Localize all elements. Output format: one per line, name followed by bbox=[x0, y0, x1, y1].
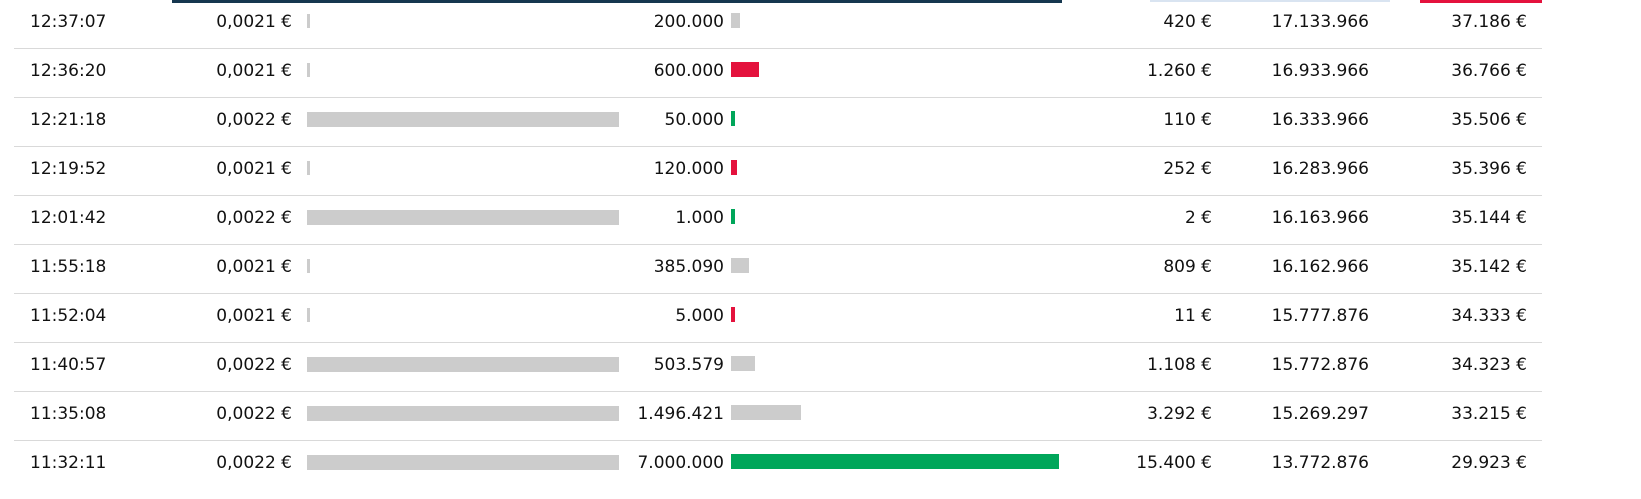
trade-time: 12:37:07 bbox=[30, 12, 107, 32]
trade-volume: 385.090 bbox=[653, 257, 724, 277]
trade-volume: 503.579 bbox=[653, 355, 724, 375]
price-bar bbox=[307, 357, 619, 372]
header-accent-line-red bbox=[1420, 0, 1542, 3]
trade-turnover: 2 € bbox=[1184, 208, 1212, 228]
trade-price: 0,0022 € bbox=[216, 404, 292, 424]
volume-bar bbox=[731, 356, 755, 371]
trade-volume: 120.000 bbox=[653, 159, 724, 179]
volume-bar bbox=[731, 258, 749, 273]
price-bar bbox=[307, 406, 619, 421]
trade-volume: 200.000 bbox=[653, 12, 724, 32]
trade-turnover: 3.292 € bbox=[1147, 404, 1212, 424]
trade-volume: 50.000 bbox=[664, 110, 724, 130]
price-bar bbox=[307, 63, 310, 77]
cumulative-turnover: 35.144 € bbox=[1451, 208, 1527, 228]
table-row: 12:01:42 0,0022 € 1.000 2 € 16.163.966 3… bbox=[14, 196, 1542, 245]
trade-time: 12:21:18 bbox=[30, 110, 107, 130]
trade-turnover: 110 € bbox=[1163, 110, 1212, 130]
cumulative-volume: 15.269.297 bbox=[1271, 404, 1369, 424]
price-bar bbox=[307, 259, 310, 273]
trade-price: 0,0022 € bbox=[216, 208, 292, 228]
price-bar bbox=[307, 210, 619, 225]
cumulative-volume: 16.163.966 bbox=[1271, 208, 1369, 228]
trade-price: 0,0022 € bbox=[216, 453, 292, 473]
trades-table: 12:37:07 0,0021 € 200.000 420 € 17.133.9… bbox=[14, 0, 1542, 489]
trade-price: 0,0022 € bbox=[216, 355, 292, 375]
cumulative-volume: 15.772.876 bbox=[1271, 355, 1369, 375]
trade-turnover: 1.260 € bbox=[1147, 61, 1212, 81]
volume-bar bbox=[731, 111, 735, 126]
price-bar bbox=[307, 112, 619, 127]
cumulative-volume: 16.333.966 bbox=[1271, 110, 1369, 130]
cumulative-turnover: 34.323 € bbox=[1451, 355, 1527, 375]
table-row: 12:36:20 0,0021 € 600.000 1.260 € 16.933… bbox=[14, 49, 1542, 98]
volume-bar bbox=[731, 160, 737, 175]
trade-volume: 600.000 bbox=[653, 61, 724, 81]
table-row: 11:35:08 0,0022 € 1.496.421 3.292 € 15.2… bbox=[14, 392, 1542, 441]
table-row: 11:55:18 0,0021 € 385.090 809 € 16.162.9… bbox=[14, 245, 1542, 294]
trade-turnover: 809 € bbox=[1163, 257, 1212, 277]
trade-turnover: 1.108 € bbox=[1147, 355, 1212, 375]
cumulative-volume: 16.933.966 bbox=[1271, 61, 1369, 81]
cumulative-turnover: 35.506 € bbox=[1451, 110, 1527, 130]
cumulative-turnover: 35.396 € bbox=[1451, 159, 1527, 179]
cumulative-turnover: 35.142 € bbox=[1451, 257, 1527, 277]
trade-volume: 5.000 bbox=[675, 306, 724, 326]
volume-bar bbox=[731, 13, 740, 28]
volume-bar bbox=[731, 454, 1059, 469]
volume-bar bbox=[731, 209, 735, 224]
cumulative-turnover: 33.215 € bbox=[1451, 404, 1527, 424]
price-bar bbox=[307, 455, 619, 470]
table-row: 12:19:52 0,0021 € 120.000 252 € 16.283.9… bbox=[14, 147, 1542, 196]
table-row: 11:52:04 0,0021 € 5.000 11 € 15.777.876 … bbox=[14, 294, 1542, 343]
trade-turnover: 420 € bbox=[1163, 12, 1212, 32]
trade-time: 12:19:52 bbox=[30, 159, 107, 179]
trade-time: 11:52:04 bbox=[30, 306, 107, 326]
cumulative-volume: 15.777.876 bbox=[1271, 306, 1369, 326]
trade-turnover: 15.400 € bbox=[1136, 453, 1212, 473]
trade-time: 11:55:18 bbox=[30, 257, 107, 277]
cumulative-volume: 17.133.966 bbox=[1271, 12, 1369, 32]
volume-bar bbox=[731, 307, 735, 322]
trade-time: 12:36:20 bbox=[30, 61, 107, 81]
table-row: 11:40:57 0,0022 € 503.579 1.108 € 15.772… bbox=[14, 343, 1542, 392]
trade-time: 12:01:42 bbox=[30, 208, 107, 228]
cumulative-turnover: 29.923 € bbox=[1451, 453, 1527, 473]
volume-bar bbox=[731, 62, 759, 77]
volume-bar bbox=[731, 405, 801, 420]
price-bar bbox=[307, 308, 310, 322]
trade-volume: 1.000 bbox=[675, 208, 724, 228]
trade-turnover: 11 € bbox=[1174, 306, 1212, 326]
trade-time: 11:35:08 bbox=[30, 404, 107, 424]
trade-turnover: 252 € bbox=[1163, 159, 1212, 179]
cumulative-turnover: 37.186 € bbox=[1451, 12, 1527, 32]
cumulative-turnover: 36.766 € bbox=[1451, 61, 1527, 81]
trade-price: 0,0021 € bbox=[216, 61, 292, 81]
table-row: 12:21:18 0,0022 € 50.000 110 € 16.333.96… bbox=[14, 98, 1542, 147]
trade-price: 0,0021 € bbox=[216, 12, 292, 32]
trade-price: 0,0021 € bbox=[216, 159, 292, 179]
trade-price: 0,0021 € bbox=[216, 306, 292, 326]
trade-time: 11:32:11 bbox=[30, 453, 107, 473]
header-accent-line-light bbox=[1150, 0, 1390, 2]
trade-volume: 7.000.000 bbox=[637, 453, 724, 473]
price-bar bbox=[307, 14, 310, 28]
table-row: 12:37:07 0,0021 € 200.000 420 € 17.133.9… bbox=[14, 0, 1542, 49]
trade-time: 11:40:57 bbox=[30, 355, 107, 375]
table-row: 11:32:11 0,0022 € 7.000.000 15.400 € 13.… bbox=[14, 441, 1542, 489]
trade-price: 0,0022 € bbox=[216, 110, 292, 130]
trade-price: 0,0021 € bbox=[216, 257, 292, 277]
price-bar bbox=[307, 161, 310, 175]
cumulative-volume: 16.283.966 bbox=[1271, 159, 1369, 179]
cumulative-volume: 16.162.966 bbox=[1271, 257, 1369, 277]
header-accent-line bbox=[172, 0, 1062, 3]
trade-volume: 1.496.421 bbox=[637, 404, 724, 424]
cumulative-volume: 13.772.876 bbox=[1271, 453, 1369, 473]
cumulative-turnover: 34.333 € bbox=[1451, 306, 1527, 326]
